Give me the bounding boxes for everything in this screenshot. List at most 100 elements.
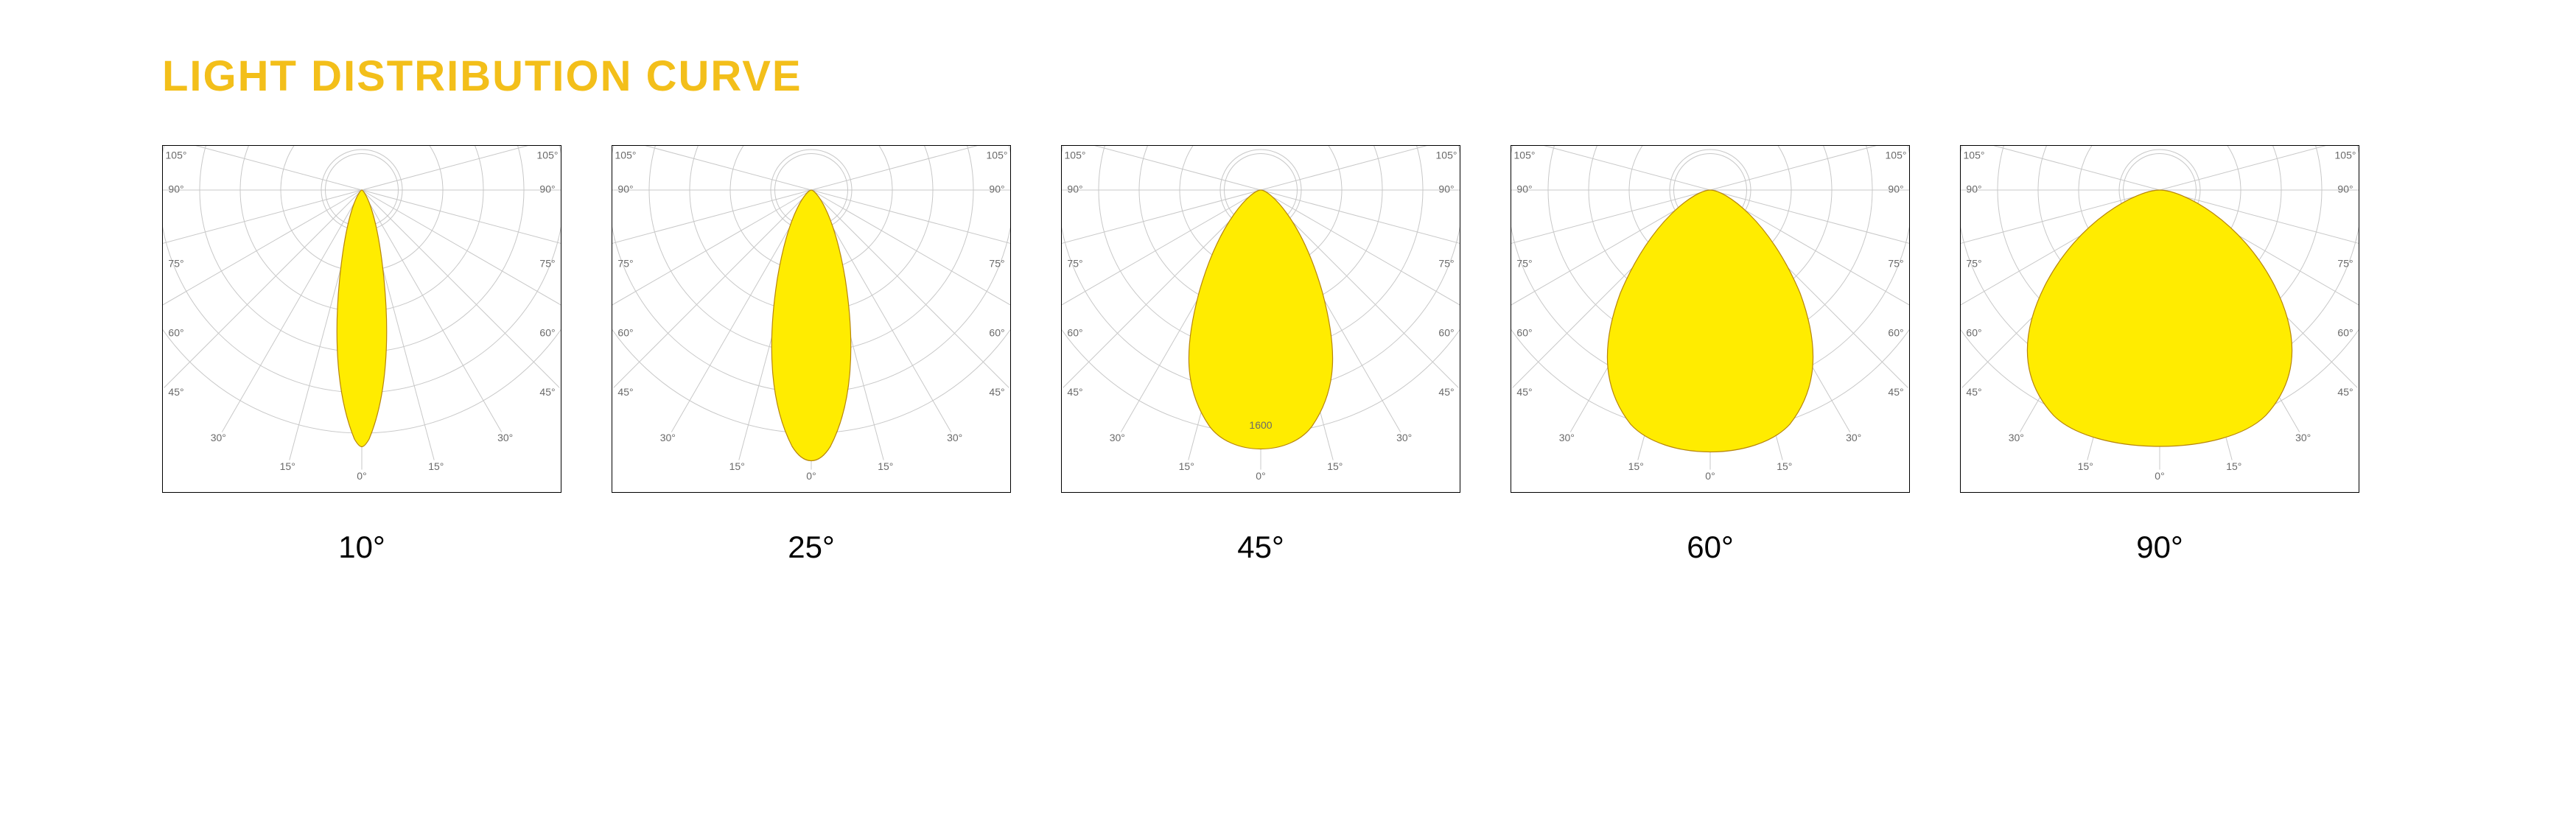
angle-label: 15° <box>729 460 745 472</box>
chart-item: 105°90°75°60°45°30°15°0°15°30°45°60°75°9… <box>1061 145 1460 565</box>
angle-label: 105° <box>2335 150 2356 161</box>
light-lobe <box>337 190 386 447</box>
chart-box: 105°90°75°60°45°30°15°0°15°30°45°60°75°9… <box>162 145 561 493</box>
angle-label: 75° <box>168 257 183 269</box>
angle-label: 75° <box>2337 257 2353 269</box>
angle-label: 45° <box>617 386 633 398</box>
charts-row: 105° 90° 75° 60° 45° 30° 15° 0° 15° 30° 45° 60° 75° 9… <box>162 145 2414 565</box>
light-lobe <box>1607 190 1813 452</box>
angle-label: 15° <box>2078 460 2093 472</box>
angle-label: 105° <box>1436 150 1457 161</box>
chart-caption: 60° <box>1687 530 1734 565</box>
angle-label: 30° <box>2009 432 2024 443</box>
angle-label: 90° <box>1888 183 1903 195</box>
angle-label: 60° <box>1888 326 1903 338</box>
angle-label: 15° <box>878 460 893 472</box>
angle-label: 15° <box>1777 460 1792 472</box>
angle-label: 0° <box>1705 470 1715 482</box>
angle-label: 30° <box>1846 432 1861 443</box>
angle-label: 45° <box>539 386 555 398</box>
angle-label: 60° <box>617 326 633 338</box>
angle-label: 90° <box>2337 183 2353 195</box>
polar-chart: 105°90°75°60°45°30°15°0°15°30°45°60°75°9… <box>163 146 561 492</box>
angle-label: 105° <box>1065 150 1086 161</box>
angle-label: 105° <box>166 150 187 161</box>
angle-label: 105° <box>987 150 1008 161</box>
angle-label: 60° <box>989 326 1004 338</box>
angle-label: 90° <box>617 183 633 195</box>
chart-box: 105° 90° 75° 60° 45° 30° 15° 0° 15° 30° 45° 60° 75° 9… <box>612 145 1011 493</box>
chart-box: 105°90°75°60°45°30°15°0°15°30°45°60°75°9… <box>1061 145 1460 493</box>
chart-item: 105° 90° 75° 60° 45° 30° 15° 0° 15° 30° 45° 60° 75° 9… <box>1511 145 1910 565</box>
angle-label: 15° <box>1327 460 1343 472</box>
angle-label: 30° <box>211 432 226 443</box>
chart-item: 105° 90° 75° 60° 45° 30° 15° 0° 15° 30° 45° 60° 75° 9… <box>1960 145 2359 565</box>
angle-label: 30° <box>1559 432 1575 443</box>
angle-label: 105° <box>1964 150 1985 161</box>
angle-label: 15° <box>2226 460 2241 472</box>
polar-chart: 105°90°75°60°45°30°15°0°15°30°45°60°75°9… <box>1062 146 1460 492</box>
chart-caption: 25° <box>788 530 835 565</box>
chart-box: 105° 90° 75° 60° 45° 30° 15° 0° 15° 30° 45° 60° 75° 9… <box>1511 145 1910 493</box>
angle-label: 45° <box>1966 386 1981 398</box>
intensity-label: 1600 <box>1249 419 1272 431</box>
angle-label: 90° <box>1966 183 1981 195</box>
angle-label: 60° <box>1438 326 1454 338</box>
angle-label: 90° <box>1516 183 1532 195</box>
chart-caption: 10° <box>338 530 385 565</box>
angle-label: 75° <box>989 257 1004 269</box>
chart-item: 105° 90° 75° 60° 45° 30° 15° 0° 15° 30° 45° 60° 75° 9… <box>612 145 1011 565</box>
angle-label: 75° <box>1516 257 1532 269</box>
angle-label: 60° <box>1966 326 1981 338</box>
angle-label: 90° <box>1438 183 1454 195</box>
angle-label: 60° <box>1516 326 1532 338</box>
angle-label: 30° <box>2295 432 2311 443</box>
angle-label: 15° <box>1179 460 1194 472</box>
angle-label: 30° <box>1110 432 1125 443</box>
angle-label: 30° <box>660 432 676 443</box>
angle-label: 105° <box>615 150 637 161</box>
angle-label: 0° <box>1256 470 1265 482</box>
angle-label: 60° <box>168 326 183 338</box>
angle-label: 75° <box>1067 257 1082 269</box>
polar-chart: 105° 90° 75° 60° 45° 30° 15° 0° 15° 30° 45° 60° 75° 9… <box>1511 146 1909 492</box>
angle-label: 90° <box>989 183 1004 195</box>
light-lobe <box>771 190 850 461</box>
chart-caption: 90° <box>2136 530 2183 565</box>
chart-box: 105° 90° 75° 60° 45° 30° 15° 0° 15° 30° 45° 60° 75° 9… <box>1960 145 2359 493</box>
angle-label: 30° <box>497 432 513 443</box>
angle-label: 75° <box>1966 257 1981 269</box>
angle-label: 15° <box>280 460 295 472</box>
angle-label: 15° <box>1628 460 1644 472</box>
angle-label: 90° <box>539 183 555 195</box>
angle-label: 30° <box>1396 432 1412 443</box>
angle-label: 30° <box>947 432 962 443</box>
angle-label: 60° <box>2337 326 2353 338</box>
angle-label: 60° <box>539 326 555 338</box>
angle-label: 45° <box>1888 386 1903 398</box>
polar-chart: 105° 90° 75° 60° 45° 30° 15° 0° 15° 30° 45° 60° 75° 9… <box>1961 146 2359 492</box>
angle-label: 90° <box>168 183 183 195</box>
chart-item: 105°90°75°60°45°30°15°0°15°30°45°60°75°9… <box>162 145 561 565</box>
chart-caption: 45° <box>1237 530 1284 565</box>
angle-label: 105° <box>1886 150 1907 161</box>
light-lobe <box>2027 190 2292 446</box>
angle-label: 0° <box>357 470 366 482</box>
angle-label: 45° <box>1438 386 1454 398</box>
angle-label: 75° <box>617 257 633 269</box>
angle-label: 60° <box>1067 326 1082 338</box>
angle-label: 45° <box>1516 386 1532 398</box>
angle-label: 45° <box>2337 386 2353 398</box>
angle-label: 45° <box>989 386 1004 398</box>
angle-label: 0° <box>806 470 816 482</box>
angle-label: 105° <box>537 150 559 161</box>
angle-label: 105° <box>1514 150 1536 161</box>
angle-label: 75° <box>1888 257 1903 269</box>
page-title: LIGHT DISTRIBUTION CURVE <box>162 52 2414 101</box>
angle-label: 45° <box>1067 386 1082 398</box>
polar-chart: 105° 90° 75° 60° 45° 30° 15° 0° 15° 30° 45° 60° 75° 9… <box>612 146 1010 492</box>
light-lobe <box>1189 190 1332 449</box>
angle-label: 90° <box>1067 183 1082 195</box>
angle-label: 0° <box>2155 470 2164 482</box>
angle-label: 15° <box>428 460 444 472</box>
